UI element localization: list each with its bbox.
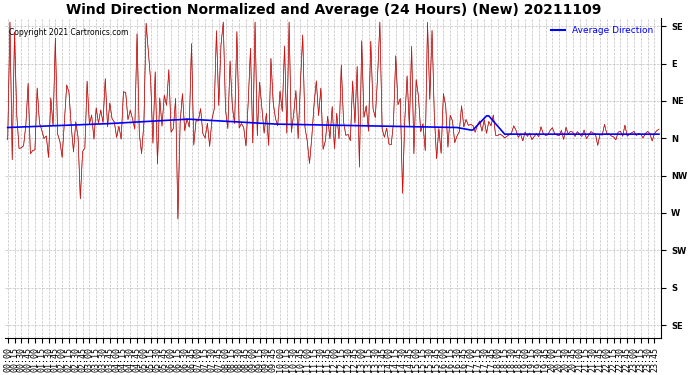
Title: Wind Direction Normalized and Average (24 Hours) (New) 20211109: Wind Direction Normalized and Average (2… [66, 3, 601, 17]
Text: Copyright 2021 Cartronics.com: Copyright 2021 Cartronics.com [9, 27, 128, 36]
Legend: Average Direction: Average Direction [547, 22, 657, 39]
